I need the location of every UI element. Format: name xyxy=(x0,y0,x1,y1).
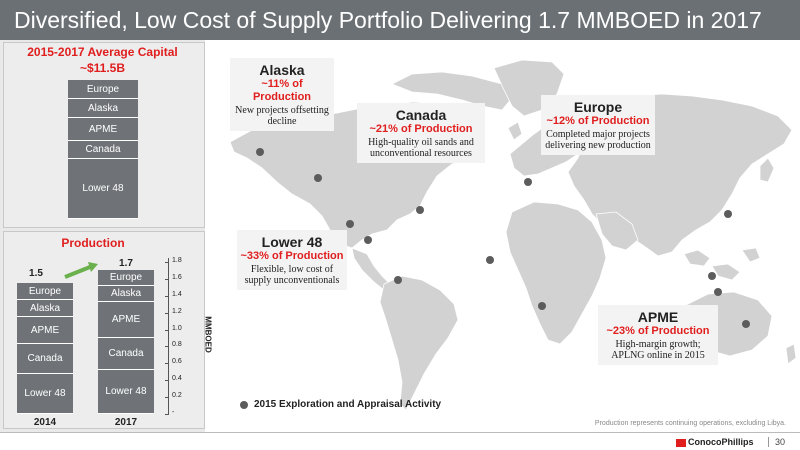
bar-2017-canada: Canada xyxy=(98,338,154,370)
y-axis-tick-label: - xyxy=(172,409,175,416)
y-axis-tick-label: 0.6 xyxy=(172,358,182,366)
callout-alaska-desc: New projects offsetting decline xyxy=(235,105,329,127)
growth-arrow-icon xyxy=(64,262,98,279)
bar-2014-apme: APME xyxy=(17,317,73,344)
logo-text: ConocoPhillips xyxy=(688,437,754,447)
bar-2014-europe: Europe xyxy=(17,283,73,300)
year-2017: 2017 xyxy=(114,417,138,428)
bar-total-2017: 1.7 xyxy=(119,258,133,269)
callout-europe-region: Europe xyxy=(573,99,623,115)
y-axis-tick-label: 1.8 xyxy=(172,257,182,264)
callout-europe-desc: Completed major projects delivering new … xyxy=(545,129,651,151)
capital-segment-lower48: Lower 48 xyxy=(68,159,138,219)
company-logo: ConocoPhillips xyxy=(676,437,754,447)
capital-segment-apme: APME xyxy=(68,118,138,141)
capital-segment-europe: Europe xyxy=(68,80,138,99)
callout-canada-region: Canada xyxy=(395,107,447,123)
capital-segment-alaska: Alaska xyxy=(68,99,138,118)
y-axis-tick xyxy=(165,312,169,314)
y-axis-tick xyxy=(165,329,169,331)
footnote: Production represents continuing operati… xyxy=(594,420,786,427)
y-axis-tick xyxy=(165,363,169,365)
legend-text: 2015 Exploration and Appraisal Activity xyxy=(254,399,442,410)
production-y-axis xyxy=(168,258,169,414)
production-title: Production xyxy=(61,236,125,250)
y-axis-tick-label: 1.6 xyxy=(172,273,182,281)
capital-bar: Europe Alaska APME Canada Lower 48 xyxy=(68,80,138,219)
callout-canada: Canada ~21% of Production High-quality o… xyxy=(357,103,485,163)
callout-europe-pct: ~12% of Production xyxy=(546,115,650,127)
capital-segment-canada: Canada xyxy=(68,141,138,159)
callout-lower48-pct: ~33% of Production xyxy=(240,250,344,262)
callout-apme: APME ~23% of Production High-margin grow… xyxy=(598,305,718,365)
map-legend: 2015 Exploration and Appraisal Activity xyxy=(240,399,441,410)
callout-europe: Europe ~12% of Production Completed majo… xyxy=(541,95,655,155)
y-axis-tick-label: 0.2 xyxy=(172,392,182,400)
callout-alaska: Alaska ~11% of Production New projects o… xyxy=(230,58,334,131)
bar-2017-apme: APME xyxy=(98,302,154,338)
year-2014: 2014 xyxy=(33,417,57,428)
bar-2014-canada: Canada xyxy=(17,344,73,374)
capital-title-line1: 2015-2017 Average Capital xyxy=(27,45,178,59)
legend-dot-icon xyxy=(240,400,248,409)
y-axis-tick-label: 0.8 xyxy=(172,341,182,349)
y-axis-tick-label: 1.4 xyxy=(172,290,182,298)
bar-total-2014: 1.5 xyxy=(29,268,43,279)
y-axis-tick xyxy=(165,262,169,263)
y-axis-tick xyxy=(165,295,169,297)
callout-apme-pct: ~23% of Production xyxy=(606,325,710,337)
callout-lower48-desc: Flexible, low cost of supply unconventio… xyxy=(244,264,340,286)
bar-2017-lower48: Lower 48 xyxy=(98,370,154,414)
footer-divider xyxy=(0,432,800,433)
callout-lower48: Lower 48 ~33% of Production Flexible, lo… xyxy=(237,230,347,290)
callout-canada-desc: High-quality oil sands and unconventiona… xyxy=(368,137,474,159)
logo-mark-icon xyxy=(676,438,686,447)
callout-lower48-region: Lower 48 xyxy=(261,234,323,250)
y-axis-tick-label: 0.4 xyxy=(172,375,182,383)
exploration-dots xyxy=(256,148,750,328)
callout-canada-pct: ~21% of Production xyxy=(369,123,473,135)
y-axis-tick xyxy=(165,397,169,399)
callout-alaska-region: Alaska xyxy=(259,62,305,78)
bar-2017-europe: Europe xyxy=(98,270,154,286)
y-axis-tick xyxy=(165,380,169,382)
capital-title: 2015-2017 Average Capital ~$11.5B xyxy=(0,44,205,76)
bar-2017-alaska: Alaska xyxy=(98,286,154,302)
callout-apme-desc: High-margin growth; APLNG online in 2015 xyxy=(611,339,705,361)
slide-title: Diversified, Low Cost of Supply Portfoli… xyxy=(14,6,762,33)
slide-title-bar: Diversified, Low Cost of Supply Portfoli… xyxy=(0,0,800,40)
callout-apme-region: APME xyxy=(637,309,679,325)
page-number: 30 xyxy=(768,437,785,447)
y-axis-tick-label: 1.0 xyxy=(172,324,182,332)
y-axis-tick xyxy=(165,278,169,280)
callout-alaska-pct: ~11% of Production xyxy=(252,78,312,103)
production-bar-2014: Europe Alaska APME Canada Lower 48 xyxy=(17,283,73,414)
bar-2014-alaska: Alaska xyxy=(17,300,73,317)
bar-2014-lower48: Lower 48 xyxy=(17,374,73,414)
production-bar-2017: Europe Alaska APME Canada Lower 48 xyxy=(98,270,154,414)
y-axis-tick xyxy=(165,414,169,415)
y-axis-tick-label: 1.2 xyxy=(172,307,182,315)
capital-title-line2: ~$11.5B xyxy=(79,61,126,75)
y-axis-tick xyxy=(165,346,169,348)
